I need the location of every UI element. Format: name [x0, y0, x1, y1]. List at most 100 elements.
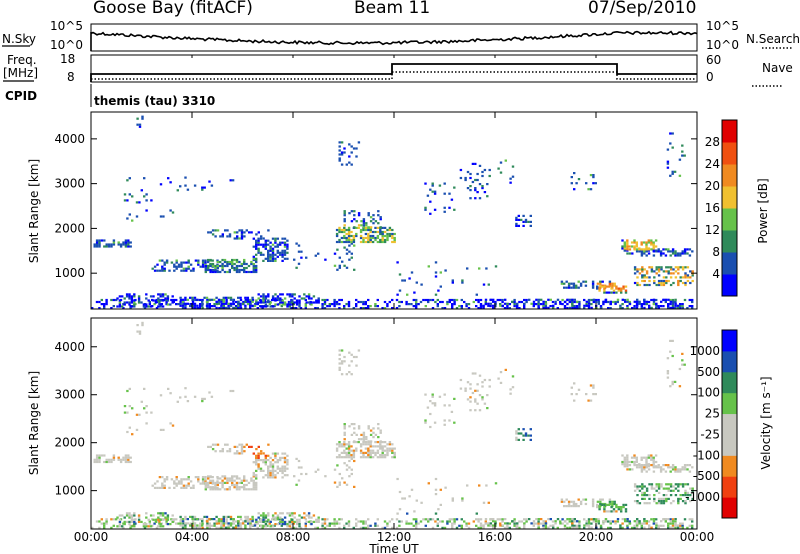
data-cell	[244, 298, 247, 302]
data-cell	[305, 301, 308, 304]
data-cell	[343, 360, 346, 363]
data-cell	[532, 305, 535, 308]
data-cell	[599, 282, 602, 285]
data-cell	[573, 300, 576, 304]
data-cell	[539, 522, 543, 525]
data-cell	[100, 522, 103, 525]
data-cell	[249, 522, 252, 525]
data-cell	[235, 266, 239, 270]
data-cell	[674, 522, 677, 525]
data-cell	[100, 303, 103, 306]
data-cell	[304, 522, 307, 525]
data-cell	[184, 302, 187, 305]
data-cell	[501, 518, 504, 521]
data-cell	[517, 438, 520, 441]
data-cell	[645, 300, 648, 303]
data-cell	[621, 460, 624, 464]
data-cell	[187, 478, 190, 481]
data-cell	[388, 520, 391, 523]
data-cell	[650, 456, 653, 459]
data-cell	[243, 235, 246, 238]
data-cell	[429, 188, 432, 191]
data-cell	[532, 524, 535, 527]
data-cell	[148, 520, 151, 523]
x-tick-label: 04:00	[175, 530, 210, 544]
data-cell	[100, 239, 104, 242]
data-cell	[471, 162, 475, 165]
data-cell	[347, 447, 351, 450]
data-cell	[486, 394, 489, 397]
data-cell	[686, 491, 690, 494]
data-cell	[263, 298, 267, 302]
data-cell	[362, 436, 366, 439]
data-cell	[128, 405, 131, 408]
data-cell	[238, 264, 241, 268]
data-cell	[226, 262, 229, 266]
data-cell	[355, 441, 358, 444]
data-cell	[560, 280, 564, 283]
data-cell	[175, 478, 178, 481]
colorbar-tick-label: 16	[705, 201, 720, 215]
data-cell	[267, 295, 270, 298]
data-cell	[645, 487, 649, 490]
data-cell	[424, 419, 427, 422]
data-cell	[185, 269, 188, 272]
data-cell	[283, 461, 287, 464]
data-cell	[133, 523, 136, 526]
data-cell	[635, 250, 639, 253]
data-cell	[659, 470, 663, 473]
data-cell	[333, 524, 336, 527]
data-cell	[674, 302, 677, 305]
data-cell	[166, 303, 170, 306]
data-cell	[524, 220, 528, 223]
data-cell	[640, 250, 644, 253]
data-cell	[466, 398, 470, 401]
data-cell	[240, 445, 244, 448]
data-cell	[281, 465, 284, 468]
data-cell	[446, 522, 449, 525]
data-cell	[345, 252, 349, 255]
data-cell	[467, 522, 471, 525]
data-cell	[388, 300, 391, 304]
data-cell	[158, 303, 161, 306]
data-cell	[650, 239, 653, 242]
data-cell	[374, 454, 377, 457]
data-cell	[486, 407, 489, 410]
data-cell	[487, 302, 490, 305]
data-cell	[464, 387, 467, 390]
data-cell	[643, 494, 646, 497]
data-cell	[218, 307, 221, 310]
data-cell	[348, 143, 351, 146]
data-cell	[239, 524, 242, 527]
data-cell	[669, 254, 672, 257]
data-cell	[571, 524, 574, 527]
data-cell	[126, 199, 129, 202]
data-cell	[652, 458, 655, 461]
data-cell	[509, 388, 512, 391]
data-cell	[482, 501, 486, 504]
data-cell	[386, 454, 389, 457]
data-cell	[612, 510, 616, 513]
data-cell	[213, 522, 216, 525]
data-cell	[621, 454, 624, 457]
data-cell	[465, 303, 468, 306]
data-cell	[369, 305, 372, 308]
data-cell	[281, 469, 284, 472]
data-cell	[364, 303, 367, 306]
data-cell	[573, 298, 576, 301]
data-cell	[532, 522, 535, 525]
data-cell	[237, 515, 240, 518]
data-cell	[123, 411, 127, 414]
data-cell	[161, 299, 165, 302]
data-cell	[443, 404, 446, 407]
data-cell	[145, 523, 148, 526]
data-cell	[262, 299, 265, 302]
data-cell	[229, 296, 233, 299]
data-cell	[122, 243, 125, 246]
data-cell	[204, 480, 207, 483]
data-cell	[588, 302, 591, 305]
data-cell	[446, 300, 449, 304]
data-cell	[220, 306, 223, 309]
data-cell	[667, 279, 670, 283]
data-cell	[398, 273, 402, 276]
